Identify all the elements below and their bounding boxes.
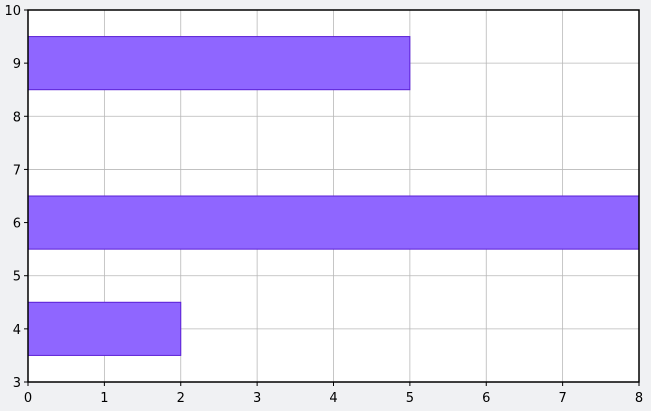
bar	[27, 195, 640, 250]
bar	[27, 36, 411, 91]
y-tick-label: 9	[13, 57, 21, 72]
x-tick-label: 3	[253, 391, 261, 406]
x-tick-label: 0	[24, 391, 32, 406]
y-tick-label: 5	[13, 270, 21, 285]
x-tick-labels: 0 1 2 3 4 5 6 7 8	[24, 391, 643, 406]
x-tick-label: 5	[406, 391, 414, 406]
y-tick-label: 7	[13, 163, 21, 178]
x-tick-label: 8	[635, 391, 643, 406]
x-tick-label: 1	[100, 391, 108, 406]
x-tick-label: 6	[482, 391, 490, 406]
bar	[27, 301, 182, 356]
y-tick-label: 10	[4, 4, 21, 19]
y-tick-label: 4	[13, 323, 21, 338]
y-tick-label: 6	[13, 217, 21, 232]
y-tick-labels: 3 4 5 6 7 8 9 10	[4, 4, 21, 391]
x-tick-label: 7	[558, 391, 566, 406]
x-tick-label: 4	[329, 391, 337, 406]
axis-ticks	[24, 9, 640, 386]
x-tick-label: 2	[177, 391, 185, 406]
y-tick-label: 3	[13, 376, 21, 391]
y-tick-label: 8	[13, 110, 21, 125]
bars	[27, 36, 640, 356]
